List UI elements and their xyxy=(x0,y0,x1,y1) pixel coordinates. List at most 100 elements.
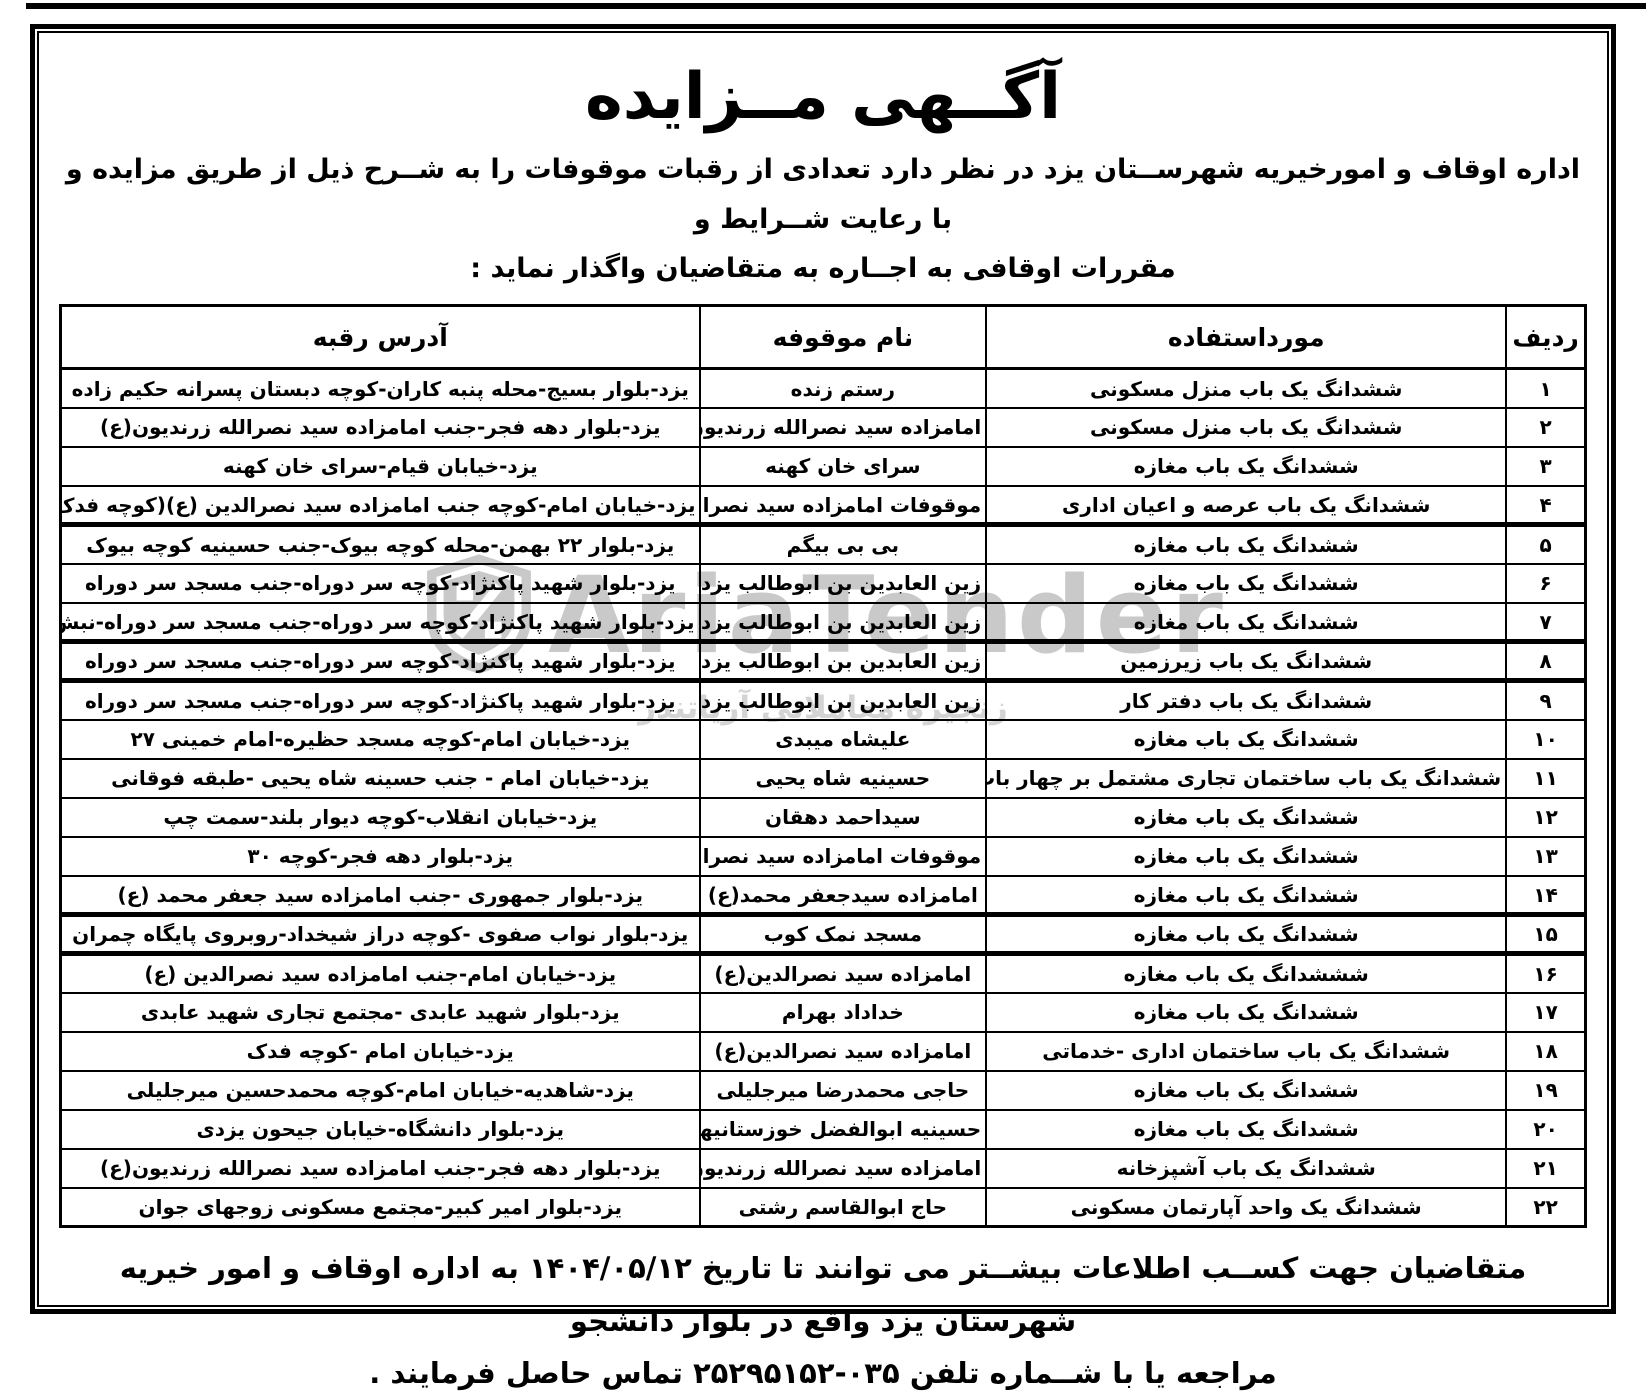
header-row-number: ردیف xyxy=(1505,304,1587,371)
usage-cell: ششدانگ یک باب مغازه xyxy=(985,523,1508,565)
table-row: ۱۳ ششدانگ یک باب مغازه موقوفات امامزاده … xyxy=(59,835,1587,877)
row-number-cell: ۱۷ xyxy=(1505,991,1587,1033)
row-number-cell: ۱۹ xyxy=(1505,1069,1587,1111)
address-cell: یزد-بلوار دهه فجر-کوچه ۳۰ xyxy=(59,835,701,877)
endowment-name-cell: امامزاده سید نصرالله زرندیون(ع) xyxy=(698,406,988,448)
table-row: ۱۷ ششدانگ یک باب مغازه خداداد بهرام یزد-… xyxy=(59,991,1587,1033)
usage-cell: ششدانگ یک باب مغازه xyxy=(985,991,1508,1033)
row-number-cell: ۳ xyxy=(1505,445,1587,487)
address-cell: یزد-بلوار شهید پاکنژاد-کوچه سر دوراه-جنب… xyxy=(59,601,701,645)
endowment-name-cell: خداداد بهرام xyxy=(698,991,988,1033)
endowment-name-cell: زین العابدین بن ابوطالب یزدی xyxy=(698,679,988,721)
endowment-name-cell: امامزاده سید نصرالله زرندیون(ع) xyxy=(698,1147,988,1189)
usage-cell: ششدانگ یک باب مغازه xyxy=(985,1108,1508,1150)
usage-cell: ششدانگ یک باب دفتر کار xyxy=(985,679,1508,721)
table-row: ۸ ششدانگ یک باب زیرزمین زین العابدین بن … xyxy=(59,640,1587,684)
address-cell: یزد-بلوار دانشگاه-خیابان جیحون یزدی xyxy=(59,1108,701,1150)
usage-cell: ششدانگ یک باب مغازه xyxy=(985,1069,1508,1111)
usage-cell: ششدانگ یک باب ساختمان اداری -خدماتی xyxy=(985,1030,1508,1072)
table-body: ۱ ششدانگ یک باب منزل مسکونی رستم زنده یز… xyxy=(59,367,1587,1228)
table-row: ۲۱ ششدانگ یک باب آشپزخانه امامزاده سید ن… xyxy=(59,1147,1587,1189)
endowment-name-cell: زین العابدین بن ابوطالب یزدی xyxy=(698,562,988,604)
table-row: ۲۲ ششدانگ یک واحد آپارتمان مسکونی حاج اب… xyxy=(59,1186,1587,1228)
endowment-name-cell: زین العابدین بن ابوطالب یزدی xyxy=(698,601,988,645)
address-cell: یزد-خیابان امام - جنب حسینه شاه یحیی -طب… xyxy=(59,757,701,799)
table-row: ۶ ششدانگ یک باب مغازه زین العابدین بن اب… xyxy=(59,562,1587,604)
table-row: ۱۱ ششدانگ یک باب ساختمان تجاری مشتمل بر … xyxy=(59,757,1587,799)
usage-cell: ششدانگ یک باب منزل مسکونی xyxy=(985,406,1508,448)
table-row: ۱ ششدانگ یک باب منزل مسکونی رستم زنده یز… xyxy=(59,367,1587,409)
endowment-name-cell: سرای خان کهنه xyxy=(698,445,988,487)
endowment-name-cell: حاج ابوالقاسم رشتی xyxy=(698,1186,988,1228)
auction-table: ردیف مورداستفاده نام موقوفه آدرس رقبه ۱ … xyxy=(59,304,1587,1229)
endowment-name-cell: امامزاده سیدجعفر محمد(ع) xyxy=(698,874,988,918)
row-number-cell: ۱ xyxy=(1505,367,1587,409)
table-row: ۴ ششدانگ یک باب عرصه و اعیان اداری موقوف… xyxy=(59,484,1587,528)
usage-cell: ششدانگ یک باب مغازه xyxy=(985,913,1508,957)
row-number-cell: ۱۲ xyxy=(1505,796,1587,838)
address-cell: یزد-بلوار نواب صفوی -کوچه دراز شیخداد-رو… xyxy=(59,913,701,957)
usage-cell: ششدانگ یک باب مغازه xyxy=(985,835,1508,877)
header-address: آدرس رقبه xyxy=(59,304,701,371)
row-number-cell: ۵ xyxy=(1505,523,1587,565)
table-row: ۳ ششدانگ یک باب مغازه سرای خان کهنه یزد-… xyxy=(59,445,1587,487)
header-endowment-name: نام موقوفه xyxy=(698,304,988,371)
address-cell: یزد-بلوار شهید پاکنژاد-کوچه سر دوراه-جنب… xyxy=(59,679,701,721)
address-cell: یزد-بلوار شهید عابدی -مجتمع تجاری شهید ع… xyxy=(59,991,701,1033)
top-decorative-bar xyxy=(26,3,1646,9)
table-header: ردیف مورداستفاده نام موقوفه آدرس رقبه xyxy=(59,304,1587,371)
endowment-name-cell: موقوفات امامزاده سید نصرالدین(ع) xyxy=(698,484,988,528)
usage-cell: ششدانگ یک باب زیرزمین xyxy=(985,640,1508,684)
address-cell: یزد-بلوار جمهوری -جنب امامزاده سید جعفر … xyxy=(59,874,701,918)
table-row: ۱۲ ششدانگ یک باب مغازه سیداحمد دهقان یزد… xyxy=(59,796,1587,838)
endowment-name-cell: حسینیه شاه یحیی xyxy=(698,757,988,799)
usage-cell: ششدانگ یک باب مغازه xyxy=(985,796,1508,838)
row-number-cell: ۱۱ xyxy=(1505,757,1587,799)
table-row: ۲ ششدانگ یک باب منزل مسکونی امامزاده سید… xyxy=(59,406,1587,448)
page-title: آگــهی مــزایده xyxy=(584,60,1062,134)
row-number-cell: ۲ xyxy=(1505,406,1587,448)
address-cell: یزد-بلوار ۲۲ بهمن-محله کوچه بیوک-جنب حسی… xyxy=(59,523,701,565)
usage-cell: ششدانگ یک باب منزل مسکونی xyxy=(985,367,1508,409)
usage-cell: ششدانگ یک باب مغازه xyxy=(985,562,1508,604)
endowment-name-cell: سیداحمد دهقان xyxy=(698,796,988,838)
usage-cell: شششدانگ یک باب مغازه xyxy=(985,952,1508,994)
row-number-cell: ۴ xyxy=(1505,484,1587,528)
table-row: ۱۶ شششدانگ یک باب مغازه امامزاده سید نصر… xyxy=(59,952,1587,994)
row-number-cell: ۹ xyxy=(1505,679,1587,721)
usage-cell: ششدانگ یک واحد آپارتمان مسکونی xyxy=(985,1186,1508,1228)
footer-paragraph: متقاضیان جهت کســب اطلاعات بیشــتر می تو… xyxy=(57,1242,1589,1399)
address-cell: یزد-خیابان انقلاب-کوچه دیوار بلند-سمت چپ xyxy=(59,796,701,838)
footer-line-1: متقاضیان جهت کســب اطلاعات بیشــتر می تو… xyxy=(119,1251,1527,1338)
intro-paragraph: اداره اوقاف و امورخیریه شهرســتان یزد در… xyxy=(57,145,1589,295)
row-number-cell: ۱۳ xyxy=(1505,835,1587,877)
table-row: ۱۵ ششدانگ یک باب مغازه مسجد نمک کوب یزد-… xyxy=(59,913,1587,957)
row-number-cell: ۱۸ xyxy=(1505,1030,1587,1072)
address-cell: یزد-خیابان امام-جنب امامزاده سید نصرالدی… xyxy=(59,952,701,994)
address-cell: یزد-خیابان قیام-سرای خان کهنه xyxy=(59,445,701,487)
row-number-cell: ۱۶ xyxy=(1505,952,1587,994)
endowment-name-cell: امامزاده سید نصرالدین(ع) xyxy=(698,952,988,994)
row-number-cell: ۶ xyxy=(1505,562,1587,604)
usage-cell: ششدانگ یک باب عرصه و اعیان اداری xyxy=(985,484,1508,528)
document-frame-inner: آگــهی مــزایده اداره اوقاف و امورخیریه … xyxy=(37,31,1609,1390)
address-cell: یزد-بلوار بسیج-محله پنبه کاران-کوچه دبست… xyxy=(59,367,701,409)
usage-cell: ششدانگ یک باب مغازه xyxy=(985,445,1508,487)
row-number-cell: ۸ xyxy=(1505,640,1587,684)
row-number-cell: ۱۵ xyxy=(1505,913,1587,957)
endowment-name-cell: حسینیه ابوالفضل خوزستانیها xyxy=(698,1108,988,1150)
usage-cell: ششدانگ یک باب مغازه xyxy=(985,601,1508,645)
address-cell: یزد-بلوار شهید پاکنژاد-کوچه سر دوراه-جنب… xyxy=(59,562,701,604)
header-usage: مورداستفاده xyxy=(985,304,1508,371)
row-number-cell: ۲۰ xyxy=(1505,1108,1587,1150)
address-cell: یزد-خیابان امام-کوچه جنب امامزاده سید نص… xyxy=(59,484,701,528)
address-cell: یزد-بلوار شهید پاکنژاد-کوچه سر دوراه-جنب… xyxy=(59,640,701,684)
intro-line-2: مقررات اوقافی به اجــاره به متقاضیان واگ… xyxy=(470,253,1176,285)
usage-cell: ششدانگ یک باب مغازه xyxy=(985,718,1508,760)
address-cell: یزد-بلوار دهه فجر-جنب امامزاده سید نصرال… xyxy=(59,406,701,448)
row-number-cell: ۲۲ xyxy=(1505,1186,1587,1228)
row-number-cell: ۷ xyxy=(1505,601,1587,645)
table-row: ۱۹ ششدانگ یک باب مغازه حاجی محمدرضا میرج… xyxy=(59,1069,1587,1111)
table-header-row: ردیف مورداستفاده نام موقوفه آدرس رقبه xyxy=(59,304,1587,371)
table-row: ۷ ششدانگ یک باب مغازه زین العابدین بن اب… xyxy=(59,601,1587,645)
